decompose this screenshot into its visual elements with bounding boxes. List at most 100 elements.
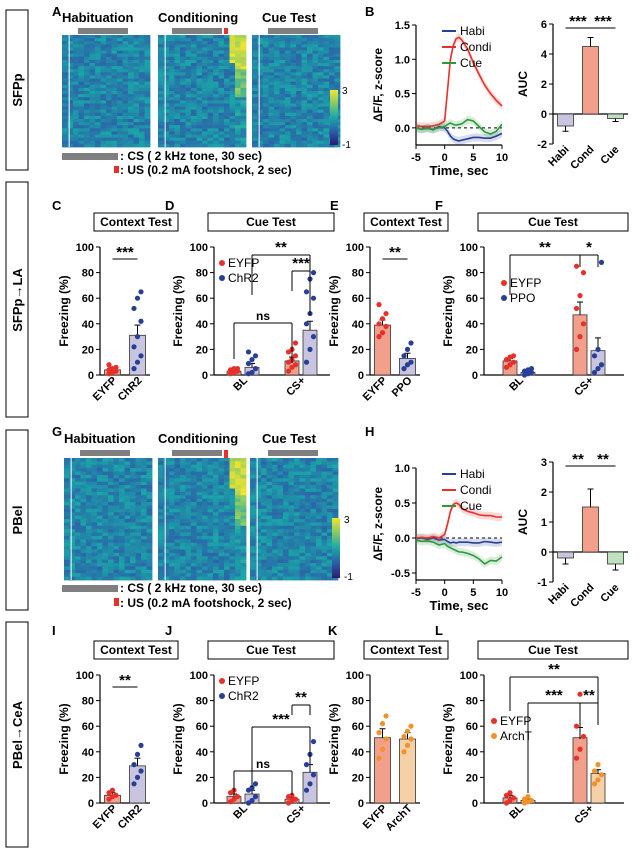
heatmap-cell [111,41,118,45]
j-chart-point [249,797,255,804]
heatmap-cell [135,522,142,527]
heatmap-cell [119,495,125,500]
heatmap-cell [327,468,333,472]
heatmap-cell [252,47,258,51]
heatmap-cell [316,464,322,469]
heatmap-cell [224,549,230,554]
j-chart-ytick-label: 20 [196,772,208,784]
heatmap-cell [202,468,208,472]
i-chart-ytick-label: 80 [82,696,94,708]
heatmap-cell [224,502,230,506]
heatmap-cell [185,59,192,64]
colorbar-g-min: -1 [344,572,353,583]
heatmap-cell [174,485,181,489]
heatmap-cell [119,491,125,496]
heatmap-cell [191,122,197,126]
heatmap-cell [158,78,164,83]
heatmap-cell [119,478,125,483]
heatmap-cell [133,143,140,148]
heatmap-cell [323,143,330,148]
heatmap-cell [334,35,341,39]
heatmap-cell [169,576,175,581]
heatmap-cell [294,539,300,544]
heatmap-cell [290,134,297,139]
heatmap-cell [299,522,306,527]
heatmap-cell [111,125,118,129]
heatmap-cell [252,109,258,114]
heatmap-cell [113,552,120,557]
l-chart-point [591,768,598,774]
heatmap-cell [229,69,236,73]
heatmap-cell [266,481,273,486]
heatmap-cell [122,35,129,39]
heatmap-cell [235,87,241,92]
heatmap-cell [240,576,247,581]
heatmap-cell [310,481,317,486]
heatmap-cell [80,481,87,486]
heatmap-cell [207,542,214,547]
heatmap-cell [102,485,109,489]
heatmap-cell [102,481,109,486]
heatmap-cell [163,106,170,111]
heatmap-cell [323,87,330,92]
heatmap-cell [266,515,273,520]
heatmap-cell [301,143,308,148]
heatmap-cell [224,56,230,61]
heatmap-cell [202,44,208,48]
heatmap-cell [185,535,192,540]
heatmap-cell [213,115,219,120]
heatmap-cell [108,481,114,486]
i-chart-ylabel: Freezing (%) [57,703,71,774]
heatmap-cell [117,56,123,61]
heatmap-cell [73,125,79,129]
heatmap-cell [133,106,140,111]
heatmap-cell [124,525,131,530]
heatmap-cell [240,546,247,550]
heatmap-cell [67,103,74,107]
heatmap-cell [169,481,175,486]
heatmap-cell [80,556,87,561]
heatmap-cell [224,143,230,148]
heatmap-cell [283,474,289,479]
heatmap-cell [185,140,192,145]
heatmap-cell [285,97,291,101]
l-chart-ytick-label: 20 [466,772,478,784]
heatmap-cell [272,566,278,571]
heatmap-cell [310,519,317,523]
heatmap-cell [133,128,140,132]
heatmap-cell [274,72,280,76]
heatmap-cell [213,78,219,83]
heatmap-cell [73,91,79,95]
heatmap-cell [257,119,264,123]
heatmap-cell [261,458,267,462]
heatmap-cell [69,552,76,557]
heatmap-cell [169,478,175,483]
heatmap-cell [290,131,297,135]
heatmap-cell [296,59,302,64]
heatmap-cell [80,488,87,493]
heatmap-cell [252,75,258,79]
heatmap-cell [229,458,236,462]
heatmap-cell [169,94,175,98]
heatmap-cell [255,573,262,578]
heatmap-cell [266,576,273,581]
heatmap-cell [250,498,256,503]
heatmap-cell [307,103,313,107]
heatmap-cell [69,573,76,578]
heatmap-cell [224,75,230,79]
heatmap-cell [288,559,295,564]
heatmap-cell [229,134,236,139]
heatmap-cell [207,532,214,537]
heatmap-cell [86,461,92,466]
heatmap-cell [323,128,330,132]
heatmap-cell [207,137,214,142]
heatmap-cell [158,515,164,520]
heatmap-cell [272,508,278,513]
heatmap-cell [185,66,192,70]
heatmap-cell [316,481,322,486]
heatmap-cell [255,563,262,567]
heatmap-cell [196,495,203,500]
heatmap-cell [64,522,70,527]
heatmap-cell [321,559,328,564]
heatmap-cell [119,552,125,557]
